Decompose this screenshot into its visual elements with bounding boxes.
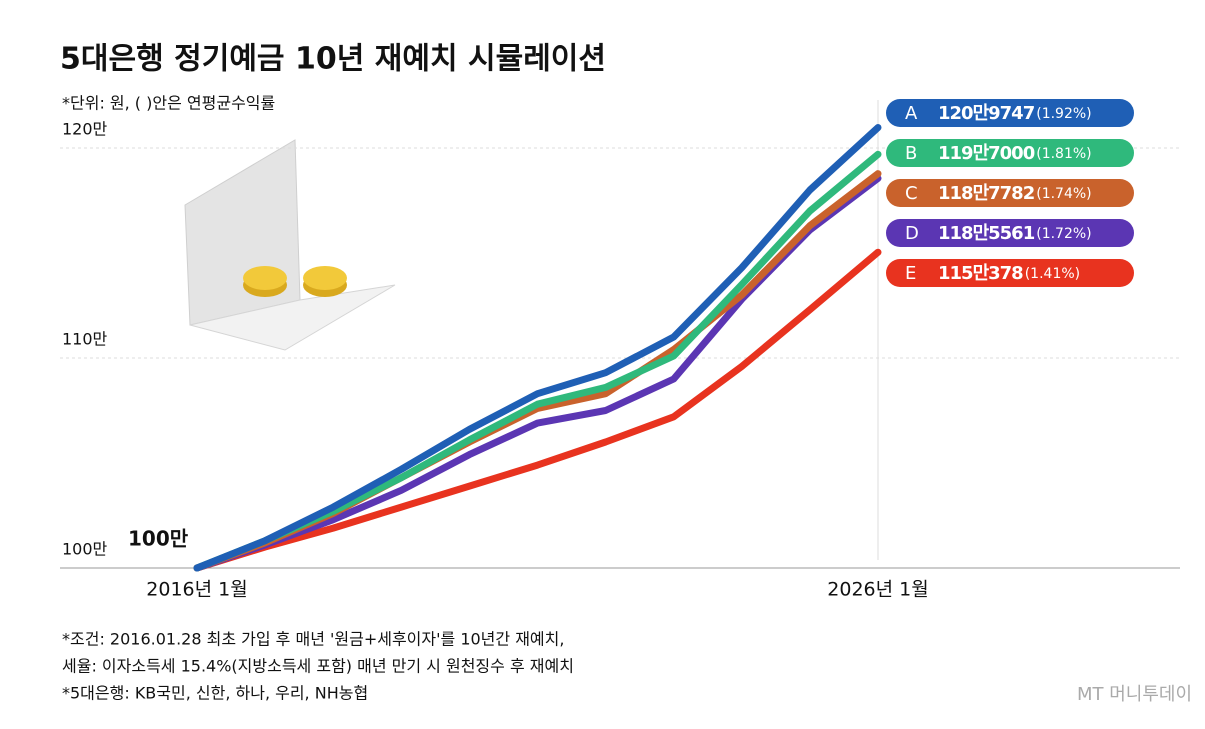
value-label: 119만7000 (938, 143, 1035, 164)
legend-pill (886, 139, 1134, 167)
x-tick-label: 2026년 1월 (827, 579, 928, 601)
source: MT 머니투데이 (1077, 684, 1192, 705)
series-line (193, 248, 882, 572)
value-label: 118만5561 (938, 223, 1035, 244)
y-tick-label: 120만 (62, 120, 108, 139)
series-line (193, 174, 882, 572)
y-tick-label: 110만 (62, 330, 108, 349)
start-label: 100만 (128, 527, 189, 551)
rate-label: (1.92%) (1036, 106, 1091, 122)
rate-label: (1.81%) (1036, 146, 1091, 162)
footnote: 세율: 이자소득세 15.4%(지방소득세 포함) 매년 만기 시 원천징수 후… (62, 657, 574, 676)
x-tick-label: 2016년 1월 (146, 579, 247, 601)
value-label: 115만378 (938, 263, 1023, 284)
legend-label: A (905, 103, 918, 124)
chart-title: 5대은행 정기예금 10년 재예치 시뮬레이션 (60, 42, 606, 77)
footnote: *조건: 2016.01.28 최초 가입 후 매년 '원금+세후이자'를 10… (62, 630, 564, 649)
legend-label: C (905, 183, 918, 204)
rate-label: (1.41%) (1025, 266, 1080, 282)
legend-pill (886, 259, 1134, 287)
legend-label: E (905, 263, 916, 284)
series-line (193, 124, 882, 572)
legend-pill (886, 99, 1134, 127)
legend-pill (886, 219, 1134, 247)
value-label: 118만7782 (938, 183, 1034, 204)
rate-label: (1.74%) (1036, 186, 1091, 202)
rate-label: (1.72%) (1036, 226, 1091, 242)
subtitle: *단위: 원, ( )안은 연평균수익률 (62, 94, 275, 113)
illustration (184, 139, 396, 351)
legend-label: D (905, 223, 919, 244)
legend-label: B (905, 143, 917, 164)
y-tick-label: 100만 (62, 540, 108, 559)
legend-pill (886, 179, 1134, 207)
series-line (193, 150, 882, 572)
footnote: *5대은행: KB국민, 신한, 하나, 우리, NH농협 (62, 684, 368, 703)
value-label: 120만9747 (938, 103, 1035, 124)
